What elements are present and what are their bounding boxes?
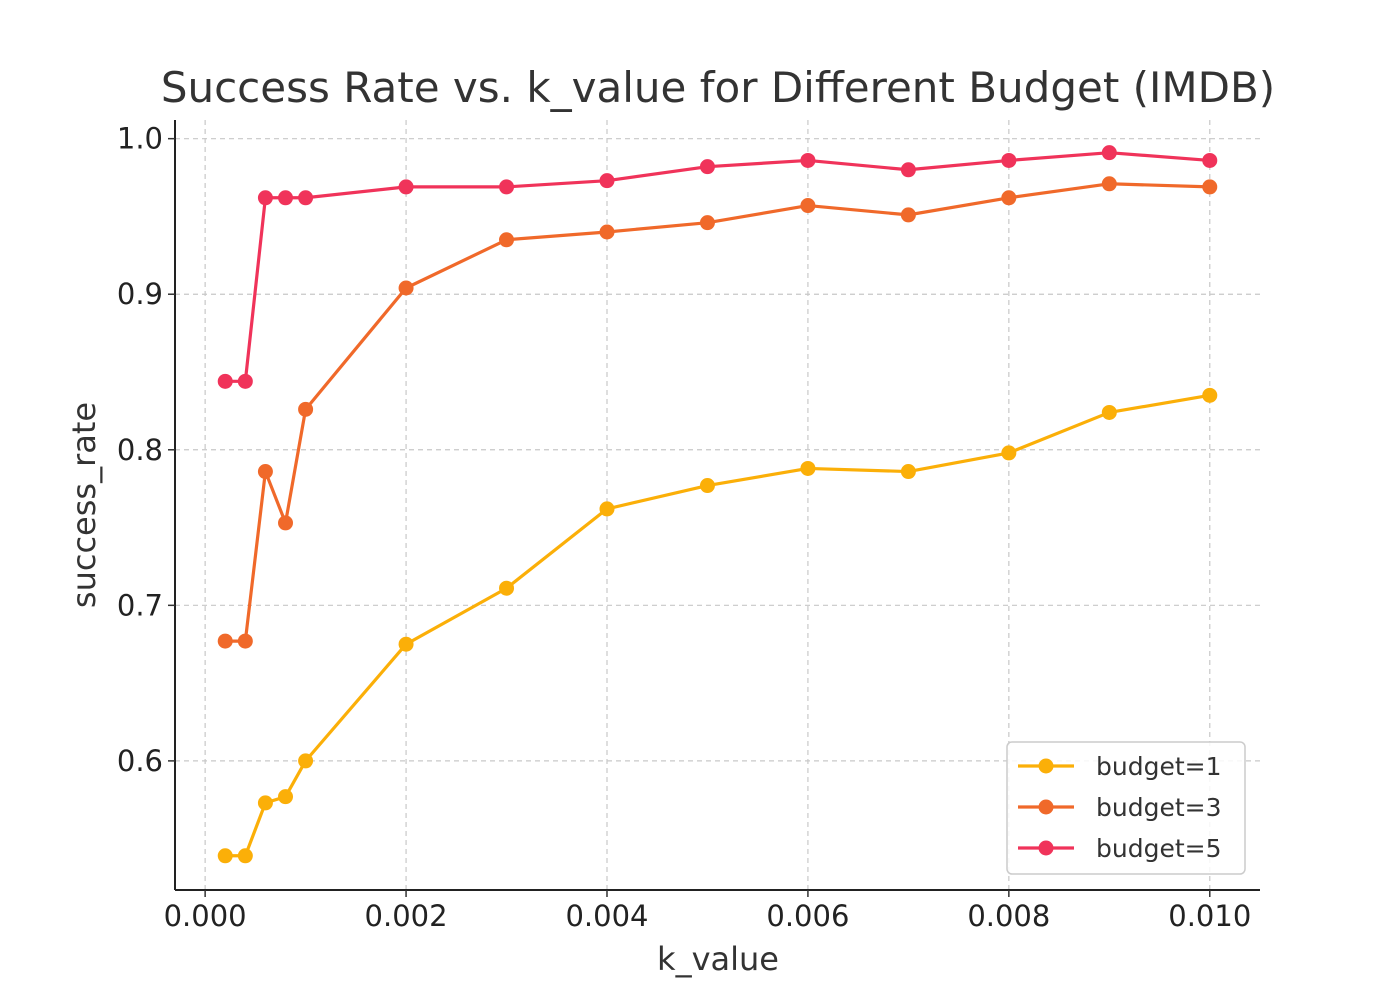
series-budget-1 [217,387,1218,864]
data-point [217,848,233,864]
series-line [225,182,1210,643]
series-budget-3 [217,176,1218,649]
data-point [1001,190,1017,206]
data-point [257,190,273,206]
data-point [900,162,916,178]
data-point [298,401,314,417]
ticks: 0.000 0.002 0.004 0.006 0.008 0.010 0.6 0.7 0.8 0… [117,122,1251,933]
data-point [800,152,816,168]
legend-label: budget=3 [1096,793,1222,822]
legend-entry: budget=1 [1018,752,1222,781]
data-point [278,789,294,805]
data-point [599,501,615,517]
data-point [257,795,273,811]
data-point [217,373,233,389]
data-point [1101,404,1117,420]
data-point [900,464,916,480]
legend-entry: budget=3 [1018,793,1222,822]
x-tick-label: 0.010 [1168,899,1251,933]
x-tick-label: 0.000 [164,899,247,933]
series-line [225,151,1210,383]
data-point [217,633,233,649]
data-point [699,215,715,231]
data-point [278,190,294,206]
x-tick-label: 0.008 [967,899,1050,933]
data-point [499,179,515,195]
data-point [298,190,314,206]
legend-frame [1006,741,1246,875]
legend-marker [1038,758,1054,774]
data-point [398,280,414,296]
data-point [398,636,414,652]
data-point [237,848,253,864]
x-tick-label: 0.004 [565,899,648,933]
data-point [1101,145,1117,161]
data-point [1202,152,1218,168]
legend-entry: budget=5 [1018,834,1222,863]
chart-title: Success Rate vs. k_value for Different B… [161,63,1275,112]
legend-entries: budget=1 budget=3 budget=5 [1018,752,1222,863]
y-tick-label: 0.8 [117,433,163,467]
series [217,145,1218,864]
data-point [699,159,715,175]
data-point [499,580,515,596]
data-point [278,515,294,531]
y-tick-label: 0.6 [117,744,163,778]
x-tick-label: 0.006 [766,899,849,933]
y-tick-label: 0.7 [117,588,163,622]
data-point [900,207,916,223]
legend-label: budget=5 [1096,834,1222,863]
data-point [800,460,816,476]
data-point [499,232,515,248]
legend-marker [1038,799,1054,815]
data-point [298,753,314,769]
x-tick-label: 0.002 [365,899,448,933]
data-point [1001,445,1017,461]
axes [174,120,1260,891]
legend-label: budget=1 [1096,752,1222,781]
y-tick-label: 0.9 [117,277,163,311]
data-point [599,173,615,189]
data-point [599,224,615,240]
data-point [800,198,816,214]
data-point [237,633,253,649]
y-axis-label: success_rate [65,402,103,608]
data-point [237,373,253,389]
data-point [1202,179,1218,195]
data-point [699,478,715,494]
x-axis-label: k_value [657,940,779,978]
data-point [257,464,273,480]
data-point [1001,152,1017,168]
legend: budget=1 budget=3 budget=5 [1006,741,1246,875]
series-budget-5 [217,145,1218,389]
data-point [1101,176,1117,192]
y-tick-label: 1.0 [117,122,163,156]
data-point [398,179,414,195]
data-point [1202,387,1218,403]
legend-marker [1038,840,1054,856]
